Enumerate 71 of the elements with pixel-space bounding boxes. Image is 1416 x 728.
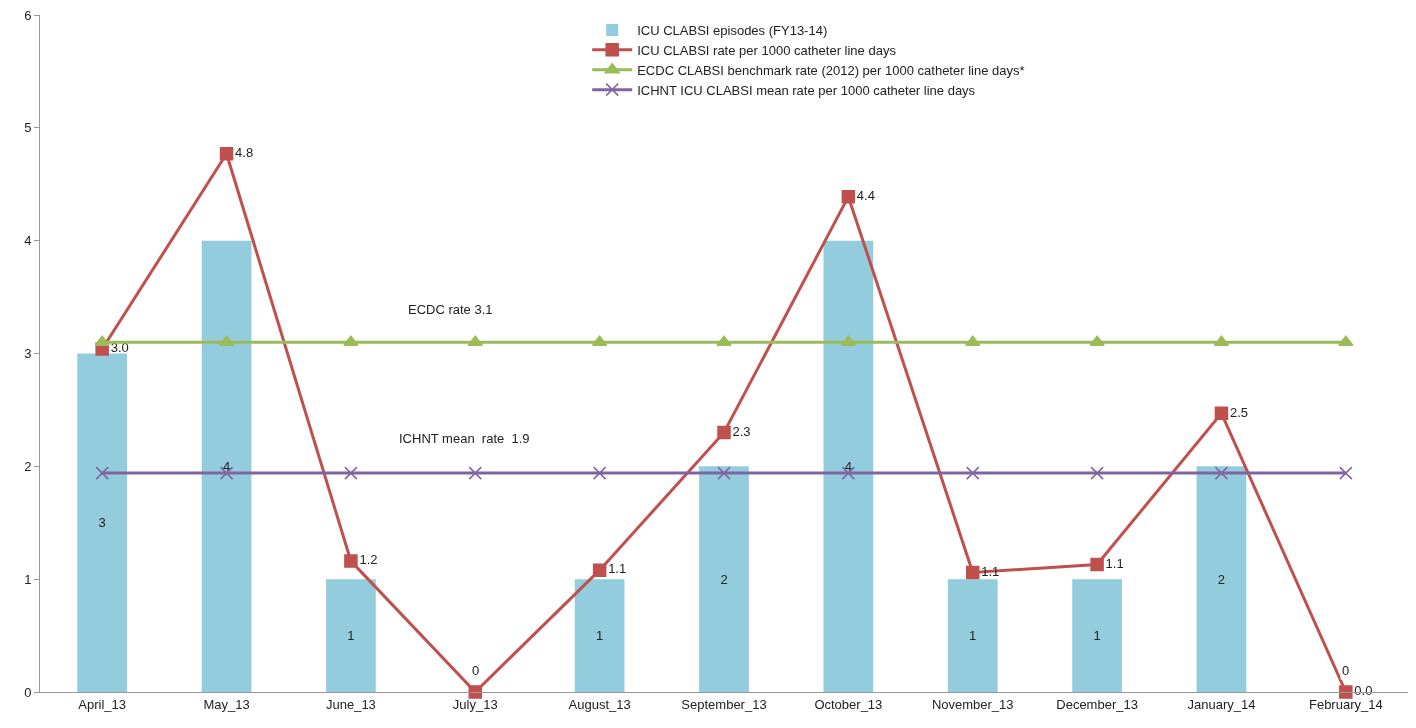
point [1214,466,1229,480]
data-label: 3 [98,515,106,531]
legend-label: ECDC CLABSI benchmark rate (2012) per 1000 catheter line days* [637,62,1025,78]
annotation: ICHNT mean rate 1.9 [399,431,530,446]
data-label: 0 [472,663,480,678]
data-label: 1 [596,628,604,644]
point [1214,406,1229,421]
data-label: 1.2 [359,552,378,568]
point [965,466,980,480]
x-tick-label: January_14 [1187,696,1256,712]
data-label: 4 [222,458,231,474]
legend-label: ICU CLABSI episodes (FY13-14) [637,23,828,39]
point [717,425,731,440]
point [344,554,358,568]
point [717,466,731,480]
y-tick-label: 5 [24,120,32,136]
bar [326,579,376,692]
x-tick-label: December_13 [1056,696,1138,712]
data-label: 3.0 [110,340,129,356]
point [95,466,109,480]
bar [1196,466,1247,692]
point [841,189,856,204]
legend-label: ICU CLABSI rate per 1000 catheter line days [637,42,897,58]
x-tick-label: April_13 [78,696,127,712]
data-label: 2.5 [1229,404,1249,420]
bar [77,353,128,692]
annotation: ECDC rate 3.1 [408,302,493,317]
point [1090,557,1104,572]
bar [574,579,625,692]
point [1090,466,1104,480]
y-tick-label: 6 [24,7,32,23]
x-tick-label: February_14 [1308,696,1383,712]
data-label: 2.3 [732,423,751,439]
x-tick-label: September_13 [681,696,767,712]
bar [699,466,749,692]
bar [201,240,252,692]
point [1339,466,1353,480]
y-tick-label: 2 [24,458,32,474]
x-tick-label: July_13 [452,696,498,712]
data-label: 4 [844,458,852,474]
x-tick-label: November_13 [931,696,1014,712]
point [468,685,483,699]
data-label: 1 [969,628,977,644]
x-tick-label: October_13 [814,696,883,712]
data-label: 4.8 [235,145,254,161]
data-label: 1 [347,628,355,644]
y-tick-label: 1 [24,571,32,587]
point [344,466,358,480]
point [1339,685,1353,699]
point [592,466,607,480]
data-label: 1 [1093,628,1101,644]
data-label: 0 [1342,663,1350,678]
point [592,563,607,577]
point [468,466,483,480]
data-label: 1.1 [608,561,627,577]
x-tick-label: August_13 [568,696,631,712]
y-tick-label: 3 [24,346,32,362]
point [219,147,234,161]
x-tick-label: May_13 [203,696,250,712]
y-tick-label: 0 [24,684,32,700]
data-label: 2 [1217,571,1226,587]
bar [1072,579,1122,692]
bar [947,579,998,692]
legend-label: ICHNT ICU CLABSI mean rate per 1000 catheter line days [637,82,976,98]
point [965,565,980,580]
data-label: 4.4 [856,187,875,203]
data-label: 2 [720,571,728,587]
x-tick-label: June_13 [325,696,376,712]
data-label: 1.1 [1105,555,1124,571]
y-tick-label: 4 [24,233,32,249]
bar [823,240,874,692]
